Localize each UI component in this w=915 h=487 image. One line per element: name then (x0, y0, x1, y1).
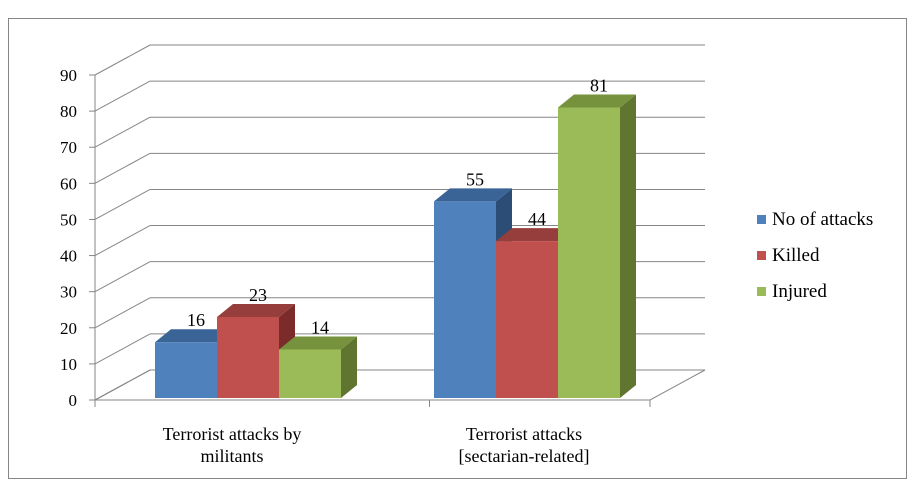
legend: No of attacks Killed Injured (757, 209, 873, 302)
legend-label: No of attacks (772, 209, 873, 230)
y-tick-label: 90 (60, 66, 77, 85)
legend-swatch (757, 287, 766, 296)
data-label: 23 (249, 285, 267, 305)
data-label: 55 (466, 169, 484, 189)
gridline-side (94, 44, 151, 76)
y-tick-label: 60 (60, 174, 77, 193)
y-tick-label: 0 (69, 391, 78, 410)
gridline-side (94, 261, 151, 293)
category-label-line: Terrorist attacks by (163, 424, 302, 444)
data-label: 44 (528, 209, 546, 229)
bar-top (434, 188, 512, 202)
category-label: Terrorist attacks [sectarian-related] (459, 424, 590, 466)
y-tick-label: 20 (60, 319, 77, 338)
legend-label: Killed (772, 245, 820, 266)
bar-front (434, 201, 496, 398)
bar-front (155, 342, 217, 398)
bar-front (279, 349, 341, 398)
gridline-side (94, 297, 151, 329)
axes (94, 75, 651, 407)
legend-label: Injured (772, 281, 827, 302)
legend-swatch (757, 251, 766, 260)
legend-item-injured: Injured (757, 281, 827, 302)
legend-item-killed: Killed (757, 245, 820, 266)
category-label: Terrorist attacks by militants (163, 424, 302, 466)
y-tick-label: 50 (60, 210, 77, 229)
legend-swatch (757, 215, 766, 224)
data-label: 16 (187, 310, 205, 330)
gridline-side (94, 225, 151, 256)
bars (155, 94, 636, 398)
bar-side (341, 336, 357, 398)
gridline-side (94, 152, 151, 184)
data-labels: 16 23 14 55 44 81 (187, 76, 608, 338)
bar-top (558, 94, 636, 108)
y-axis-ticks: 0 10 20 30 40 50 60 70 80 90 (60, 66, 95, 410)
legend-item-no-of-attacks: No of attacks (757, 209, 873, 230)
category-label-line: Terrorist attacks (466, 424, 582, 444)
category-label-line: militants (201, 446, 264, 466)
frame-border (8, 18, 907, 479)
bar-side (620, 94, 636, 398)
data-label: 14 (311, 317, 329, 337)
gridline-side (94, 369, 151, 401)
bar-top (496, 228, 574, 242)
bar-top (155, 329, 233, 343)
category-label-line: [sectarian-related] (459, 446, 590, 466)
gridline-side (94, 333, 151, 365)
y-tick-label: 40 (60, 247, 77, 266)
bar-front (496, 241, 558, 398)
bar-top (279, 336, 357, 350)
bar-front (217, 316, 279, 398)
y-tick-label: 70 (60, 138, 77, 157)
gridline-side (94, 80, 151, 112)
gridline-side (94, 116, 151, 148)
y-tick-label: 30 (60, 283, 77, 302)
y-tick-label: 80 (60, 102, 77, 121)
bar-front (558, 107, 620, 398)
bar-injured-1 (279, 336, 357, 398)
bar-injured-2 (558, 94, 636, 398)
bar-top (217, 303, 295, 317)
data-label: 81 (590, 76, 608, 96)
y-tick-label: 10 (60, 355, 77, 374)
gridline-side (94, 189, 151, 220)
